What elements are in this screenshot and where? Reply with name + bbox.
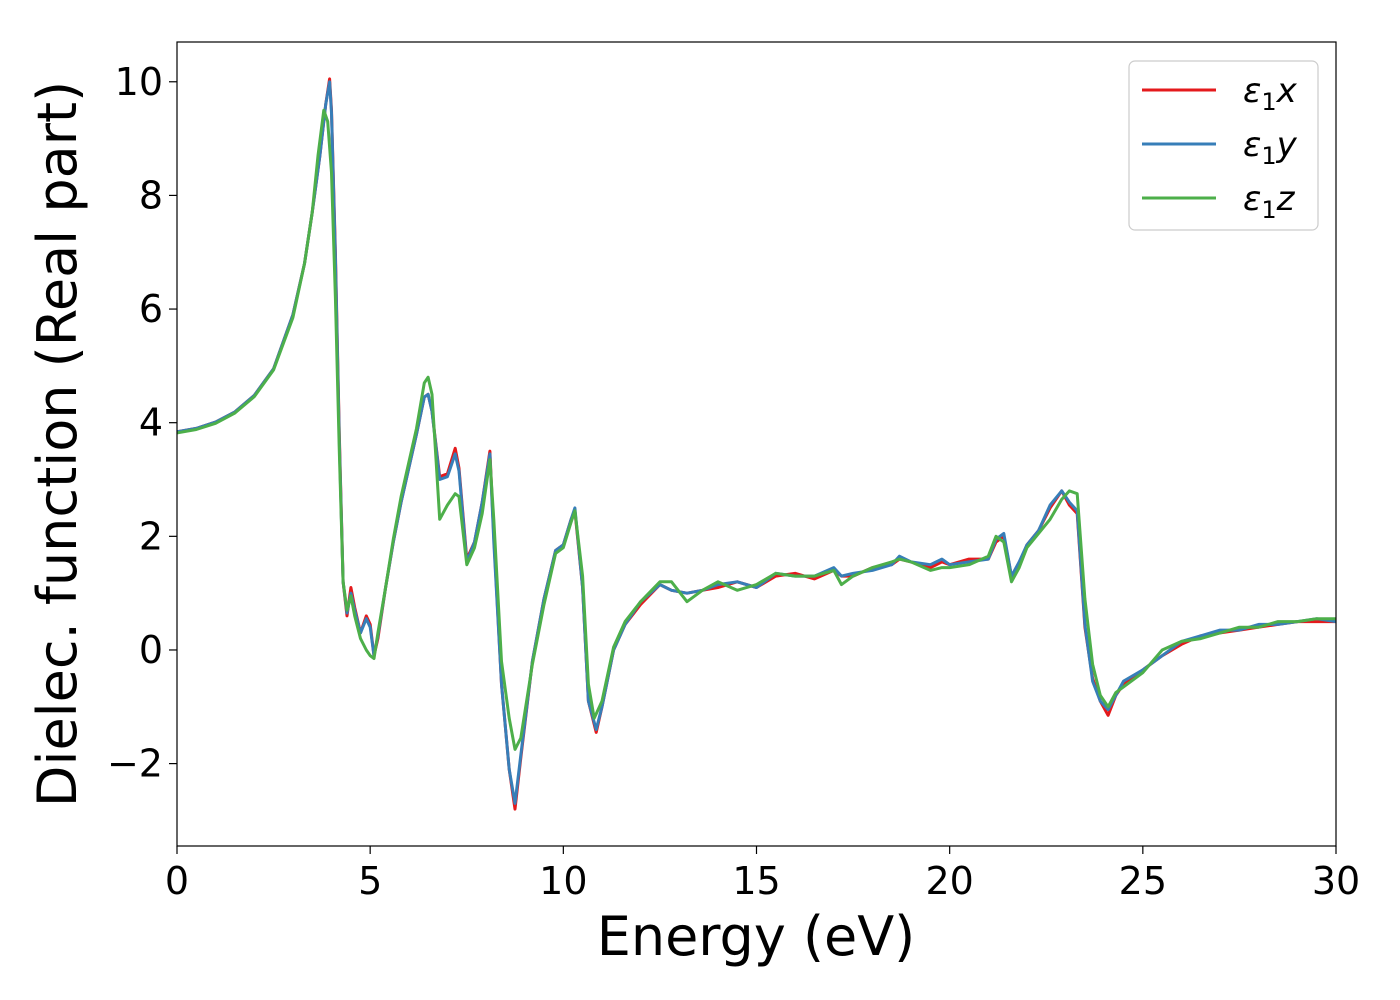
legend-label-subscript: 1: [1261, 142, 1276, 170]
y-tick-label: 0: [139, 628, 163, 672]
x-axis-title: Energy (eV): [597, 905, 916, 968]
legend-label-x: ε1x: [1243, 71, 1298, 116]
y-tick-label: 2: [139, 514, 163, 558]
y-axis-title: Dielec. function (Real part): [26, 81, 89, 807]
legend-label-base: ε: [1243, 125, 1261, 165]
series-line-z: [177, 108, 1336, 751]
y-tick-label: 8: [139, 173, 163, 217]
x-tick-label: 0: [165, 859, 189, 903]
x-tick-label: 10: [539, 859, 587, 903]
legend-label-base: ε: [1243, 179, 1261, 219]
legend-label-suffix: z: [1276, 179, 1296, 219]
legend-label-suffix: x: [1276, 71, 1298, 111]
y-tick-label: 6: [139, 287, 163, 331]
x-tick-label: 5: [358, 859, 382, 903]
legend-label-subscript: 1: [1261, 88, 1276, 116]
y-tick-label: −2: [107, 742, 163, 786]
x-tick-label: 15: [732, 859, 780, 903]
legend-label-z: ε1z: [1243, 179, 1296, 224]
y-tick-label: 4: [139, 401, 163, 445]
legend-label-suffix: y: [1276, 125, 1298, 165]
y-tick-label: 10: [115, 60, 163, 104]
legend-label-subscript: 1: [1261, 196, 1276, 224]
legend-label-y: ε1y: [1243, 125, 1298, 170]
x-tick-label: 30: [1312, 859, 1360, 903]
x-tick-label: 20: [925, 859, 973, 903]
legend-label-base: ε: [1243, 71, 1261, 111]
legend-frame: [1128, 60, 1319, 231]
x-tick-label: 25: [1119, 859, 1167, 903]
